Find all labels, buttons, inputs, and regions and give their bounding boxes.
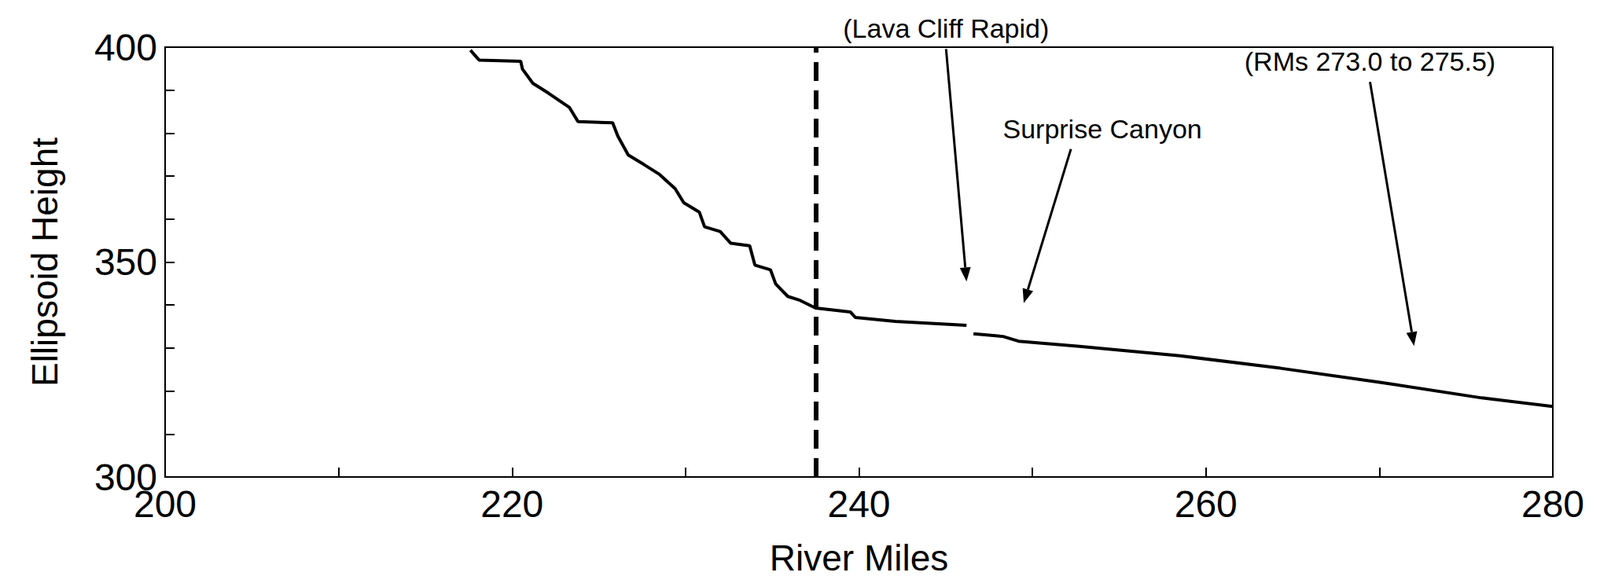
svg-text:400: 400 <box>94 26 158 69</box>
svg-text:Ellipsoid Height: Ellipsoid Height <box>24 137 66 387</box>
svg-text:(Lava Cliff Rapid): (Lava Cliff Rapid) <box>842 13 1049 44</box>
svg-text:(RMs 273.0 to 275.5): (RMs 273.0 to 275.5) <box>1244 46 1496 77</box>
svg-text:350: 350 <box>94 241 158 284</box>
svg-text:200: 200 <box>133 483 197 526</box>
svg-text:300: 300 <box>94 456 158 499</box>
svg-text:240: 240 <box>827 483 891 526</box>
svg-text:260: 260 <box>1174 483 1238 526</box>
svg-text:280: 280 <box>1521 483 1585 526</box>
svg-text:River Miles: River Miles <box>769 537 949 579</box>
svg-text:Surprise Canyon: Surprise Canyon <box>1002 114 1202 144</box>
svg-text:220: 220 <box>480 483 544 526</box>
